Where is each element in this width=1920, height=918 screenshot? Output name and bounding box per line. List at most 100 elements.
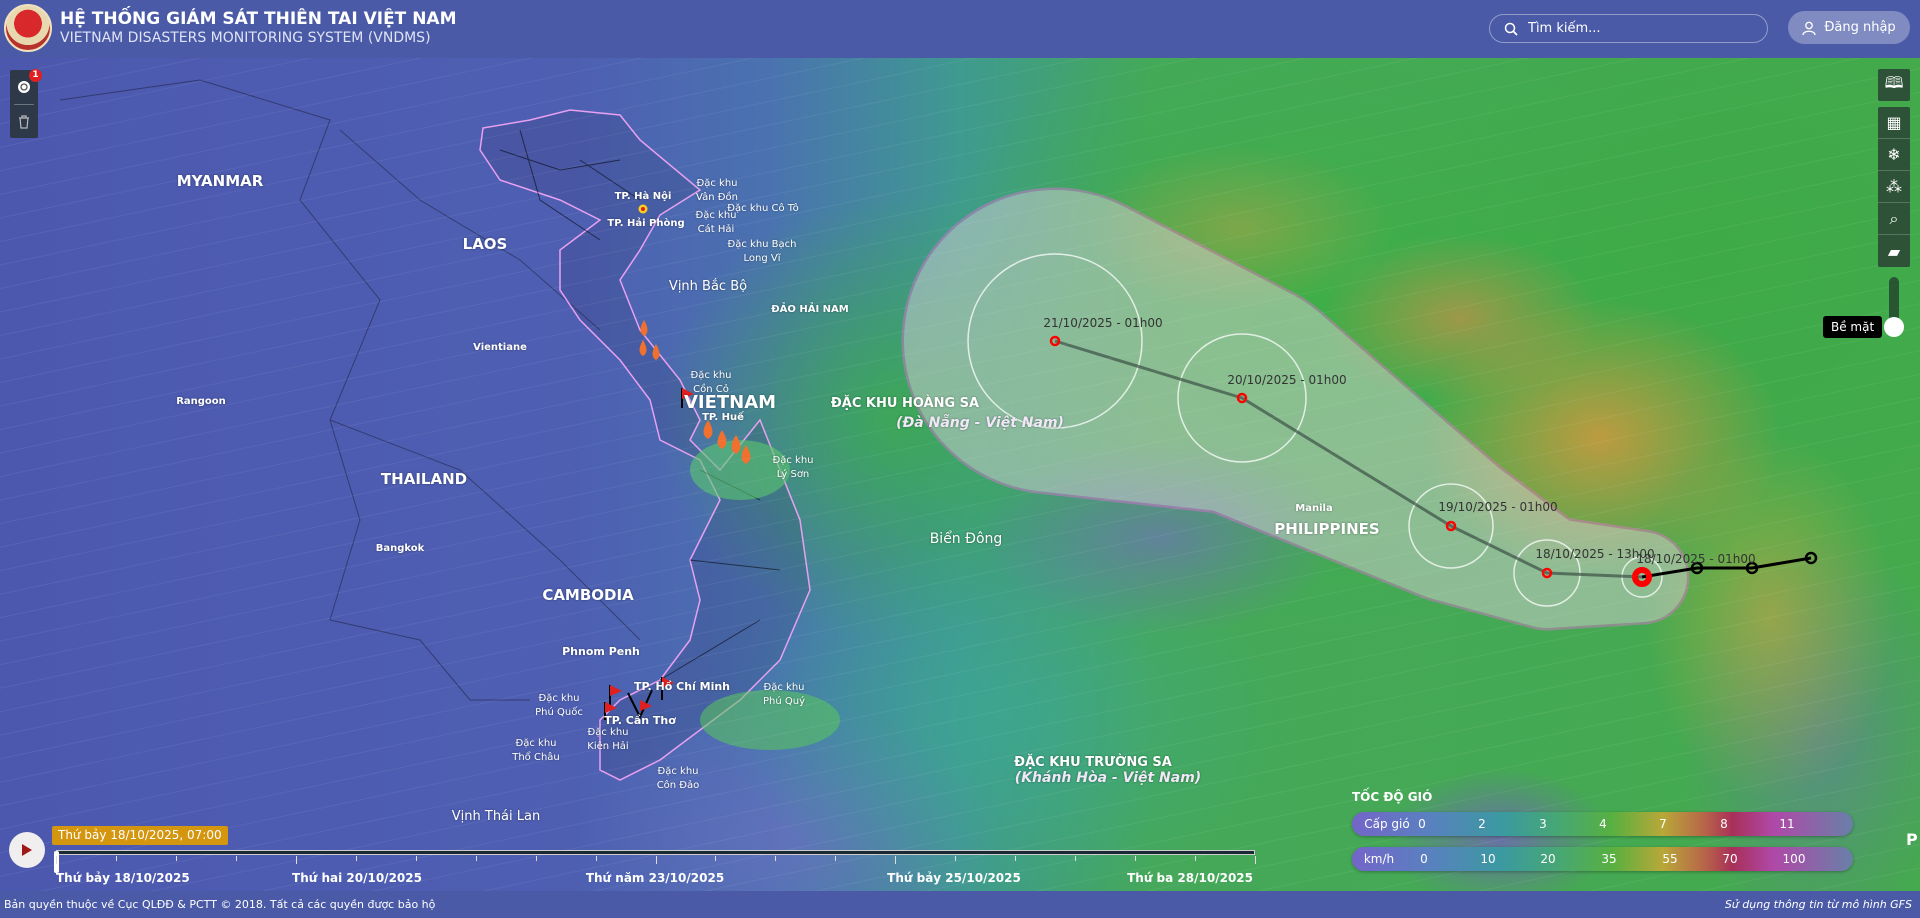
search-icon xyxy=(1504,22,1518,36)
past-position-marker xyxy=(1804,551,1818,565)
level-label: Bề mặt xyxy=(1823,316,1883,338)
island-sublabel: (Đà Nẵng - Việt Nam) xyxy=(896,415,1064,431)
timeline-tick xyxy=(775,856,777,861)
country-label: MYANMAR xyxy=(176,172,264,190)
timeline-tick xyxy=(955,856,957,861)
past-position-marker xyxy=(1745,561,1759,575)
zone-label: Đặc khu Côn Đảo xyxy=(656,766,700,791)
current-storm-icon xyxy=(1632,567,1652,587)
sea-label: Vịnh Thái Lan xyxy=(451,809,541,824)
uncertainty-circle xyxy=(1177,333,1307,463)
map-labels: MYANMAR LAOS THAILAND CAMBODIA VIETNAM P… xyxy=(0,58,1920,891)
zone-label: Đặc khu Phú Quốc xyxy=(535,693,583,718)
map-canvas[interactable]: MYANMAR LAOS THAILAND CAMBODIA VIETNAM P… xyxy=(0,58,1920,891)
notebook-icon[interactable]: ▰ xyxy=(1887,241,1901,261)
zone-label: Đặc khu Cát Hải xyxy=(695,210,737,235)
country-label: CAMBODIA xyxy=(542,586,634,604)
search-input[interactable]: Tìm kiếm... xyxy=(1489,14,1768,43)
cone-segment xyxy=(1198,311,1501,596)
sea-label: Biển Đông xyxy=(929,531,1003,547)
city-label: Vientiane xyxy=(473,342,527,353)
legend-row-label: Cấp gió xyxy=(1364,817,1410,831)
storm-time-label: 20/10/2025 - 01h00 xyxy=(1227,373,1347,387)
weather-icon[interactable]: ❄ xyxy=(1878,139,1910,171)
legend-row-label: km/h xyxy=(1363,852,1395,866)
zoom-search-icon[interactable]: ⌕ xyxy=(1878,203,1910,235)
legend-title: TỐC ĐỘ GIÓ xyxy=(1352,790,1433,804)
login-button[interactable]: Đăng nhập xyxy=(1788,11,1910,44)
timeline-tick xyxy=(295,856,297,864)
storm-icon xyxy=(1049,335,1061,347)
timeline-tick xyxy=(1135,856,1137,861)
app-subtitle: VIETNAM DISASTERS MONITORING SYSTEM (VND… xyxy=(60,30,431,46)
country-label: LAOS xyxy=(462,235,508,253)
country-label: PHILIPPINES xyxy=(1274,520,1380,538)
search-placeholder: Tìm kiếm... xyxy=(1528,21,1601,36)
timeline-label: Thứ năm 23/10/2025 xyxy=(585,871,725,885)
island-label: ĐẶC KHU TRƯỜNG SA xyxy=(1014,755,1172,770)
cone-segment xyxy=(1427,462,1584,630)
level-slider-track[interactable] xyxy=(1889,277,1899,327)
rain-area xyxy=(690,440,790,500)
play-button[interactable] xyxy=(9,832,45,868)
trash-icon xyxy=(19,114,29,129)
uncertainty-circle xyxy=(1408,483,1494,569)
legend-value: 70 xyxy=(1722,852,1738,866)
timeline-tick xyxy=(895,856,897,864)
storm-time-label: 18/10/2025 - 01h00 xyxy=(1636,552,1756,566)
timeline-tick xyxy=(235,856,237,861)
cone-segment xyxy=(1431,466,1580,627)
zone-label: Đặc khu Kiên Hải xyxy=(587,727,629,752)
legend-value: 20 xyxy=(1540,852,1556,866)
level-slider-knob[interactable] xyxy=(1884,317,1904,337)
island-label: ĐẢO HẢI NAM xyxy=(771,304,849,315)
rain-area xyxy=(700,690,840,750)
network-icon[interactable]: ⁂ xyxy=(1878,171,1910,203)
zone-label: Đặc khu Bạch Long Vĩ xyxy=(727,239,797,264)
timeline-tick xyxy=(175,856,177,861)
timeline-slider[interactable] xyxy=(56,850,1255,855)
data-source-text: Sử dụng thông tin từ mô hình GFS xyxy=(1724,898,1912,911)
cone-segment xyxy=(1038,207,1296,513)
delete-button[interactable] xyxy=(10,105,38,138)
city-label: TP. Hà Nội xyxy=(614,191,672,202)
zone-label: Đặc khu Cô Tô xyxy=(727,203,799,214)
map-pin-icon[interactable]: ▦ xyxy=(1878,107,1910,139)
country-label: VIETNAM xyxy=(683,392,777,413)
city-label: TP. Huế xyxy=(702,412,744,423)
legend-scale-kmh: km/h 0 10 20 35 55 70 100 xyxy=(1352,847,1853,871)
legend-value: 3 xyxy=(1539,817,1547,831)
zone-label: Đặc khu Lý Sơn xyxy=(772,455,814,480)
city-label: TP. Cần Thơ xyxy=(604,714,676,727)
past-path xyxy=(1641,556,1812,579)
login-label: Đăng nhập xyxy=(1824,20,1896,35)
app-title: HỆ THỐNG GIÁM SÁT THIÊN TAI VIỆT NAM xyxy=(60,9,457,29)
timeline-tick xyxy=(115,856,117,861)
storm-time-label: 18/10/2025 - 13h00 xyxy=(1535,547,1655,561)
legend-value: 35 xyxy=(1601,852,1617,866)
alert-layers-button[interactable]: 1 xyxy=(10,69,42,104)
timeline-tick xyxy=(595,856,597,861)
cone-segment xyxy=(1550,518,1649,628)
current-time-tooltip: Thứ bảy 18/10/2025, 07:00 xyxy=(52,826,228,845)
legend-value: 55 xyxy=(1662,852,1678,866)
zone-label: Đặc khu Phú Quý xyxy=(762,682,805,707)
right-toolbar: ▦ ❄ ⁂ ⌕ ▰ xyxy=(1878,107,1910,267)
storm-icon xyxy=(1236,392,1248,404)
storm-icon xyxy=(1445,520,1457,532)
zone-label: Đặc khu Vân Đồn xyxy=(696,178,738,203)
basemap-button[interactable]: 🕮 xyxy=(1878,69,1910,101)
cone-segment xyxy=(1547,515,1652,631)
timeline-tick xyxy=(415,856,417,861)
storm-track xyxy=(967,253,1818,607)
storm-time-label: 19/10/2025 - 01h00 xyxy=(1438,500,1558,514)
city-label: Phnom Penh xyxy=(562,645,640,658)
timeline-tick xyxy=(535,856,537,861)
legend-value: 7 xyxy=(1659,817,1667,831)
legend-value: 10 xyxy=(1480,852,1496,866)
timeline-tick xyxy=(1075,856,1077,861)
legend-value: 8 xyxy=(1720,817,1728,831)
timeline-tick xyxy=(355,856,357,861)
timeline-tick xyxy=(835,856,837,861)
cutoff-text: P xyxy=(1906,830,1918,849)
